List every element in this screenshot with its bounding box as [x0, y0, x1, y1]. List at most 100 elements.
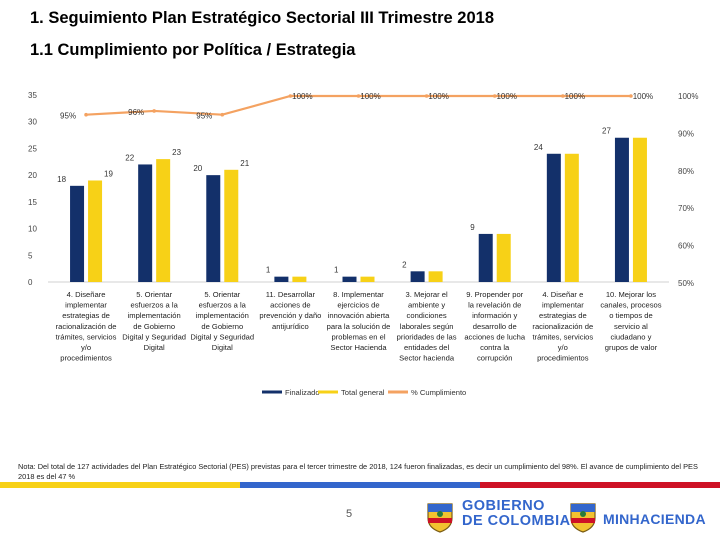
flag-stripe	[0, 482, 720, 488]
x-category-label-line: esfuerzos a la	[131, 301, 179, 310]
data-label-cumplimiento: 95%	[60, 112, 76, 121]
footnote: Nota: Del total de 127 actividades del P…	[18, 462, 698, 481]
y2-tick-label: 50%	[678, 279, 694, 288]
x-category-label-line: prioridades de las	[397, 332, 457, 341]
x-category-label-line: o tiempos de	[609, 311, 652, 320]
bar-total-general	[360, 276, 375, 282]
bar-finalizado	[614, 137, 629, 282]
data-label-finalizado: 22	[125, 153, 134, 162]
data-label-cumplimiento: 95%	[196, 112, 212, 121]
y-tick-label: 5	[28, 251, 33, 260]
bar-finalizado	[70, 185, 85, 282]
y-tick-label: 25	[28, 144, 37, 153]
x-category-label-line: implementación	[128, 311, 181, 320]
x-category-label: 11. Desarrollar acciones de prevención y d…	[259, 290, 321, 331]
x-category-label-line: Digital	[144, 343, 165, 352]
bar-total-general	[292, 276, 307, 282]
page-number: 5	[346, 508, 353, 520]
x-category-label-line: servicio al	[614, 322, 648, 331]
bar-total-general	[156, 159, 171, 282]
point-cumplimiento	[288, 94, 293, 98]
y2-tick-label: 100%	[678, 92, 698, 101]
x-category-label-line: implementación	[196, 311, 249, 320]
y-tick-label: 35	[28, 91, 37, 100]
y2-tick-label: 80%	[678, 167, 694, 176]
y2-tick-label: 70%	[678, 204, 694, 213]
x-category-label-line: innovación abierta	[328, 311, 390, 320]
page-subtitle: 1.1 Cumplimiento por Política / Estrateg…	[30, 41, 356, 59]
data-label-finalizado: 18	[57, 175, 66, 184]
x-category-label-line: Digital y Seguridad	[190, 332, 254, 341]
x-category-label-line: Digital y Seguridad	[122, 332, 186, 341]
point-cumplimiento	[356, 94, 361, 98]
x-category-label-line: ambiente y	[408, 301, 445, 310]
x-category-label-line: la revelación de	[468, 301, 521, 310]
data-label-finalizado: 9	[470, 223, 475, 232]
data-label-finalizado: 1	[334, 266, 339, 275]
x-category-label-line: entidades del	[404, 343, 449, 352]
x-category-label-line: 4. Diseñare	[67, 290, 106, 299]
x-category-label-line: Sector hacienda	[399, 354, 455, 363]
x-category-label-line: implementar	[542, 301, 584, 310]
point-cumplimiento	[220, 112, 225, 117]
x-category-label-line: prevención y daño	[259, 311, 321, 320]
data-label-cumplimiento: 100%	[633, 92, 653, 101]
x-category-label-line: desarrollo de	[473, 322, 517, 331]
minhacienda-seal-icon	[570, 503, 596, 533]
x-category-label-line: 5. Orientar	[204, 290, 240, 299]
x-category-label-line: condiciones	[407, 311, 447, 320]
bar-total-general	[564, 153, 579, 282]
data-label-total-general: 21	[240, 159, 249, 168]
x-category-label-line: 10. Mejorar los	[606, 290, 656, 299]
data-label-cumplimiento: 100%	[496, 92, 516, 101]
gobierno-de-colombia-logo: GOBIERNO DE COLOMBIA	[462, 499, 571, 529]
point-cumplimiento	[629, 94, 633, 98]
x-category-label-line: 11. Desarrollar	[266, 290, 316, 299]
x-category-label-line: racionalización de	[532, 322, 593, 331]
x-category-label-line: trámites, servicios	[56, 332, 117, 341]
x-category-label-line: ciudadano y	[610, 332, 651, 341]
y-tick-label: 15	[28, 198, 37, 207]
data-label-finalizado: 24	[534, 143, 543, 152]
data-label-cumplimiento: 100%	[428, 92, 448, 101]
line-cumplimiento	[85, 94, 631, 116]
point-cumplimiento	[152, 109, 156, 113]
x-category-label-line: y/o	[81, 343, 91, 352]
legend-label: % Cumplimiento	[411, 388, 466, 397]
data-label-finalizado: 20	[193, 164, 202, 173]
x-category-label-line: de Gobierno	[201, 322, 243, 331]
bar-finalizado	[274, 276, 289, 282]
x-category-label-line: 9. Propender por	[466, 290, 523, 299]
data-label-finalizado: 2	[402, 260, 407, 269]
x-category-label-line: esfuerzos a la	[199, 301, 247, 310]
y2-tick-label: 60%	[678, 242, 694, 251]
x-category-label-line: estrategias de	[62, 311, 110, 320]
footer	[0, 488, 720, 540]
bar-total-general	[632, 137, 647, 282]
x-category-label-line: para la solución de	[327, 322, 391, 331]
bar-finalizado	[546, 153, 561, 282]
x-category-label-line: acciones de lucha	[464, 332, 526, 341]
page-title: 1. Seguimiento Plan Estratégico Sectoria…	[30, 9, 495, 27]
x-category-label-line: racionalización de	[56, 322, 117, 331]
bar-finalizado	[138, 164, 153, 282]
point-cumplimiento	[561, 94, 565, 98]
bar-total-general	[224, 169, 239, 282]
x-category-label-line: 8. Implementar	[333, 290, 384, 299]
legend-label: Finalizado	[285, 388, 320, 397]
bar-finalizado	[342, 276, 357, 282]
data-label-total-general: 23	[172, 148, 181, 157]
x-category-label-line: Digital	[212, 343, 233, 352]
cumplimiento-chart: 0510152025303550%60%70%80%90%100%1819222…	[28, 91, 698, 397]
data-label-finalizado: 27	[602, 127, 611, 136]
x-category-label-line: problemas en el	[331, 332, 385, 341]
y-tick-label: 10	[28, 225, 37, 234]
y2-tick-label: 90%	[678, 129, 694, 138]
y-tick-label: 30	[28, 118, 37, 127]
x-category-label: 3. Mejorar el ambiente y condiciones labora…	[397, 290, 457, 363]
x-category-label-line: corrupción	[477, 354, 512, 363]
minhacienda-logo: MINHACIENDA	[603, 511, 706, 527]
data-label-total-general: 19	[104, 169, 113, 178]
x-category-label: 9. Propender por la revelación de informac…	[464, 290, 526, 363]
point-cumplimiento	[84, 112, 88, 117]
